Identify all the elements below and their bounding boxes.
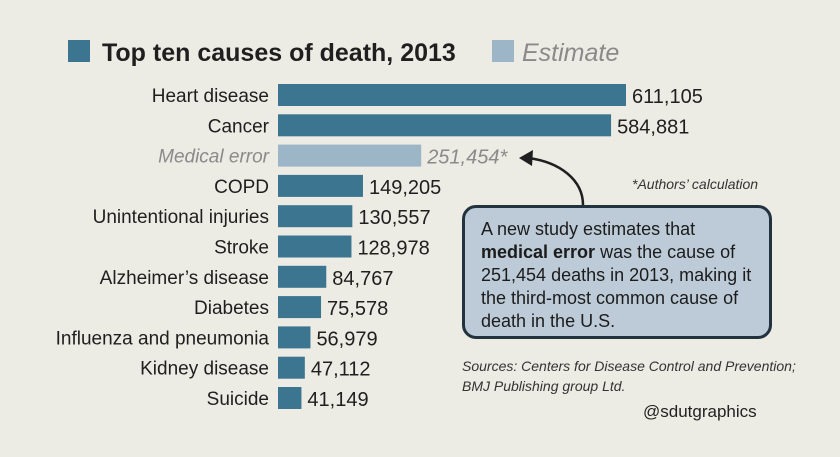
bar-suicide	[278, 387, 302, 409]
category-label-diabetes: Diabetes	[194, 298, 269, 319]
value-label-copd: 149,205	[369, 177, 441, 199]
callout-arrow	[527, 156, 585, 206]
value-label-cancer: 584,881	[617, 116, 689, 138]
sources-note: Sources: Centers for Disease Control and…	[462, 358, 796, 394]
category-label-unintentional-injuries: Unintentional injuries	[93, 207, 269, 228]
category-label-alzheimer-s-disease: Alzheimer’s disease	[100, 268, 269, 289]
callout-highlight: medical error	[481, 242, 596, 262]
callout-box: A new study estimates that medical error…	[462, 205, 772, 339]
bar-medical-error	[278, 144, 422, 167]
category-label-medical-error: Medical error	[158, 147, 270, 168]
legend: Top ten causes of death, 2013 Estimate	[68, 39, 619, 67]
category-label-stroke: Stroke	[214, 238, 269, 259]
category-label-cancer: Cancer	[208, 116, 270, 137]
value-label-kidney-disease: 47,112	[311, 359, 371, 381]
callout-text-after: was the cause of 251,454 deaths in 2013,…	[481, 242, 752, 331]
category-label-copd: COPD	[214, 177, 269, 198]
category-label-suicide: Suicide	[207, 389, 269, 410]
value-label-diabetes: 75,578	[327, 298, 388, 320]
callout-text-before: A new study estimates that	[481, 219, 696, 239]
bar-diabetes	[278, 296, 322, 319]
bar-alzheimer-s-disease	[278, 265, 327, 288]
value-label-unintentional-injuries: 130,557	[358, 207, 430, 229]
bar-influenza-and-pneumonia	[278, 326, 311, 349]
bar-unintentional-injuries	[278, 205, 353, 228]
callout-arrowhead	[519, 150, 533, 166]
legend-label-main: Top ten causes of death, 2013	[102, 39, 456, 67]
legend-label-estimate: Estimate	[522, 39, 619, 67]
bar-stroke	[278, 235, 352, 258]
category-label-kidney-disease: Kidney disease	[140, 359, 269, 380]
value-label-stroke: 128,978	[357, 238, 429, 260]
value-label-heart-disease: 611,105	[632, 86, 703, 108]
value-label-alzheimer-s-disease: 84,767	[332, 268, 393, 290]
footnote: *Authors’ calculation	[632, 176, 759, 192]
value-label-influenza-and-pneumonia: 56,979	[316, 328, 377, 350]
bar-cancer	[278, 114, 612, 137]
bar-heart-disease	[278, 84, 626, 106]
bar-copd	[278, 174, 363, 197]
value-label-suicide: 41,149	[307, 389, 368, 411]
bars-group: Heart disease 611,105 Cancer 584,881 Medical…	[56, 84, 703, 411]
value-label-medical-error: 251,454*	[426, 147, 508, 169]
category-label-influenza-and-pneumonia: Influenza and pneumonia	[56, 328, 270, 349]
credit-handle: @sdutgraphics	[643, 402, 757, 421]
legend-swatch-estimate	[492, 40, 514, 62]
legend-swatch-main	[68, 40, 90, 62]
bar-kidney-disease	[278, 356, 305, 379]
category-label-heart-disease: Heart disease	[152, 86, 269, 107]
